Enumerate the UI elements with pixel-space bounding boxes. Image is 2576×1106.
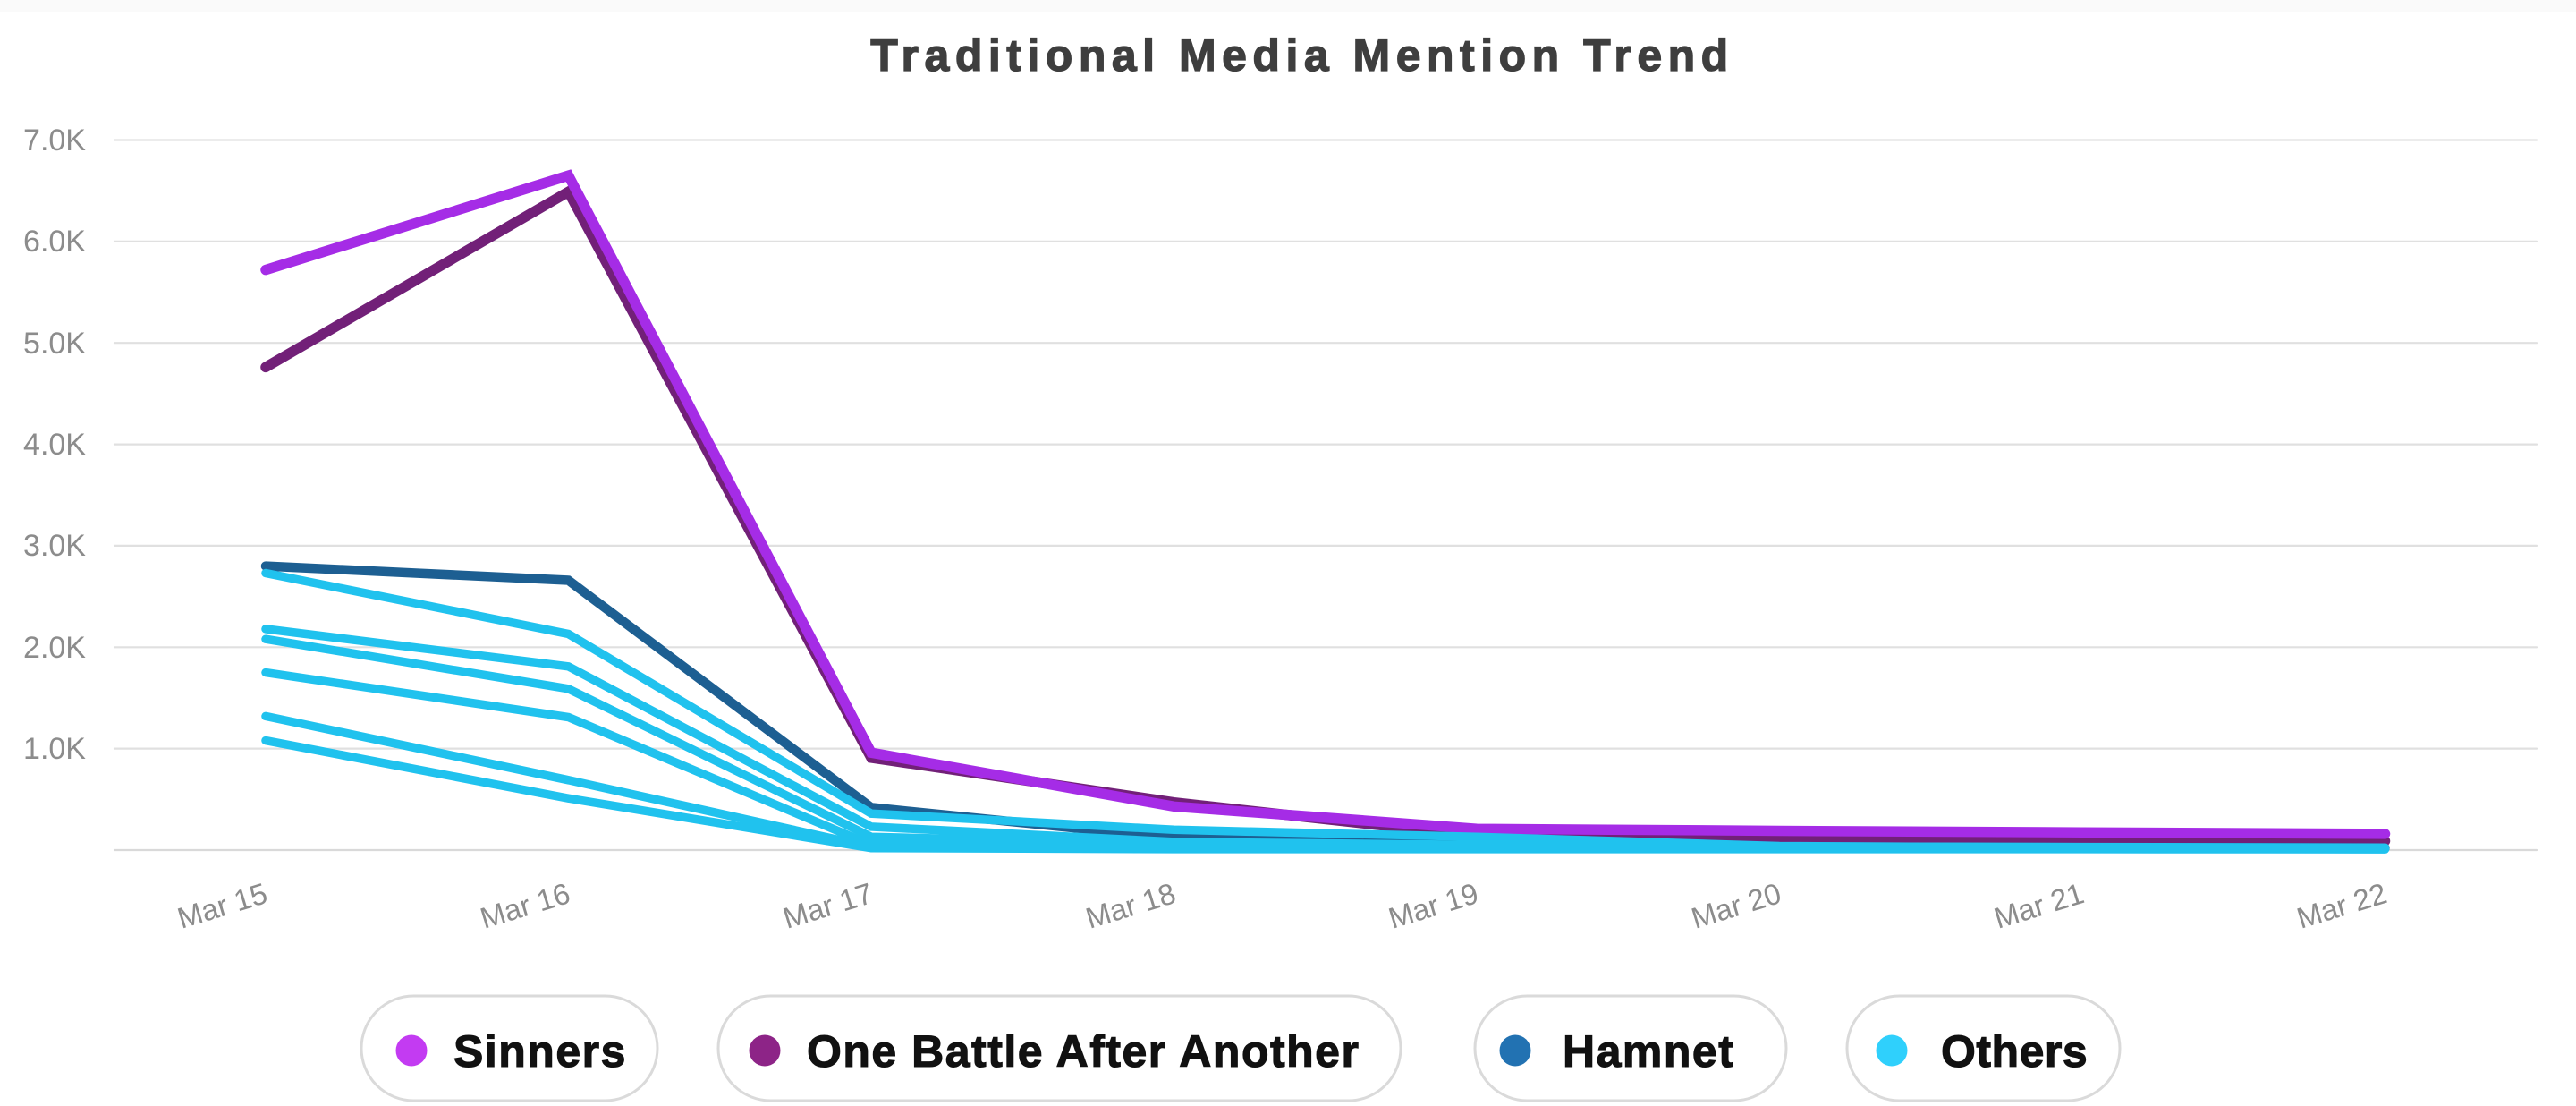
svg-text:Others: Others [1941, 1026, 2088, 1076]
svg-text:Traditional Media Mention Tre: Traditional Media Mention Trend [870, 30, 1733, 81]
svg-text:One Battle After Another: One Battle After Another [807, 1026, 1360, 1076]
svg-text:6.0K: 6.0K [23, 225, 86, 259]
svg-text:2.0K: 2.0K [23, 631, 86, 665]
svg-text:Hamnet: Hamnet [1563, 1026, 1734, 1076]
svg-text:1.0K: 1.0K [23, 732, 86, 766]
svg-text:5.0K: 5.0K [23, 327, 86, 361]
svg-text:7.0K: 7.0K [23, 123, 86, 157]
svg-text:Sinners: Sinners [453, 1026, 627, 1076]
svg-text:3.0K: 3.0K [23, 529, 86, 563]
svg-text:4.0K: 4.0K [23, 428, 86, 462]
